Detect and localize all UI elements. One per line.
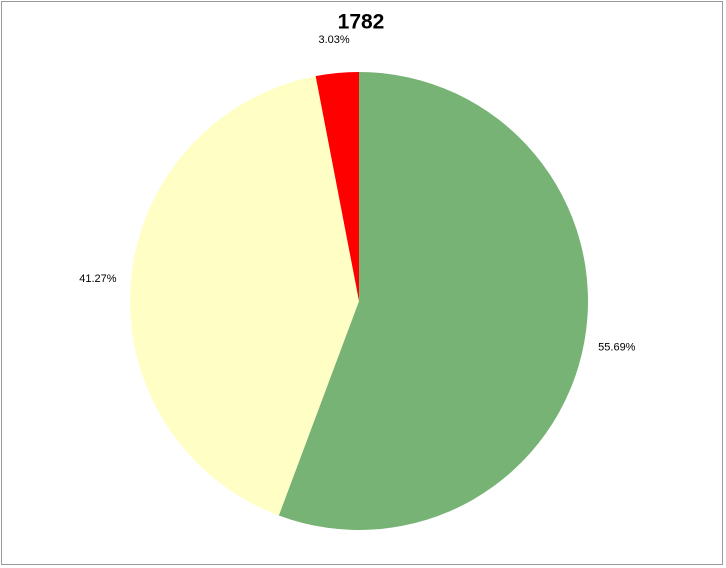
- pie-slice: [278, 72, 588, 530]
- data-label: 55.69%: [598, 342, 636, 354]
- chart-title: 1782: [338, 11, 385, 34]
- pie-slice: [315, 72, 359, 301]
- pie-slice: [130, 76, 359, 516]
- data-label: 41.27%: [79, 273, 117, 285]
- data-label: 3.03%: [318, 34, 349, 46]
